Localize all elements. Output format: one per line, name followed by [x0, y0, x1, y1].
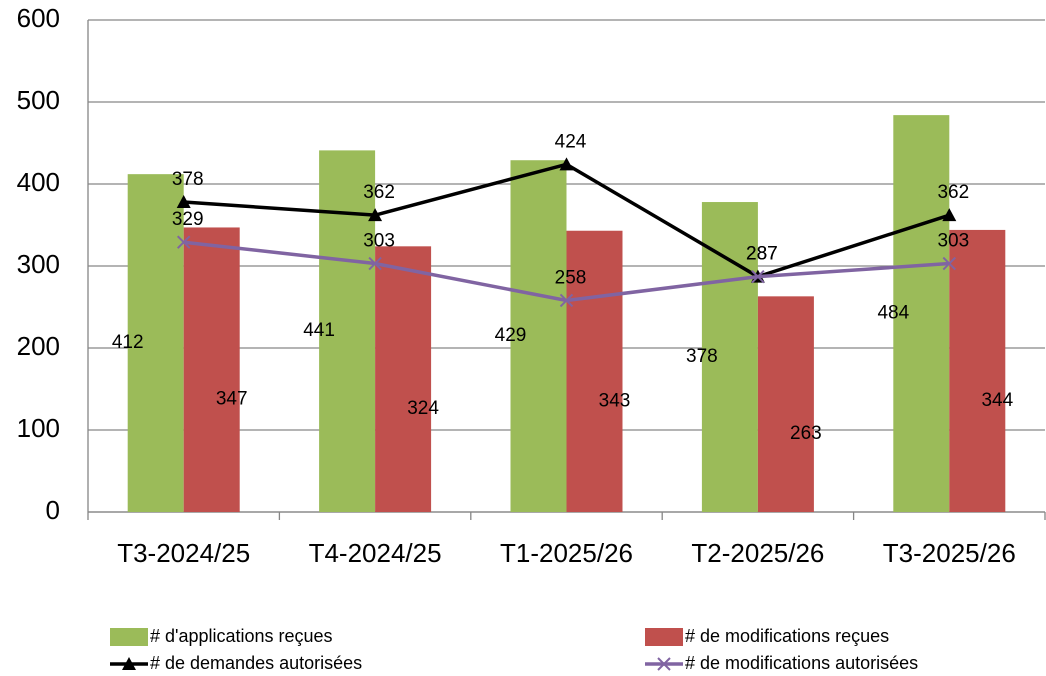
y-tick-label: 400 — [17, 167, 60, 197]
data-label: 263 — [790, 423, 822, 444]
data-label: 344 — [981, 390, 1013, 411]
legend-label: # de modifications reçues — [685, 626, 889, 646]
legend-swatch — [110, 628, 148, 646]
x-tick-label: T1-2025/26 — [500, 538, 633, 568]
data-label: 362 — [937, 182, 969, 203]
bar — [375, 246, 432, 512]
data-label: 429 — [495, 325, 527, 346]
y-tick-label: 200 — [17, 331, 60, 361]
data-label: 258 — [555, 267, 587, 288]
data-label: 441 — [303, 320, 335, 341]
data-label: 329 — [172, 209, 204, 230]
bar — [757, 296, 814, 512]
y-tick-label: 300 — [17, 249, 60, 279]
data-label: 362 — [363, 182, 395, 203]
data-label: 303 — [937, 231, 969, 252]
line-marker — [942, 256, 957, 271]
bar — [701, 202, 758, 513]
bar — [566, 230, 623, 513]
data-label: 343 — [599, 390, 631, 411]
y-tick-label: 500 — [17, 85, 60, 115]
data-label: 324 — [407, 398, 439, 419]
line-marker — [368, 256, 382, 271]
bar — [949, 229, 1006, 513]
line-marker — [559, 293, 574, 308]
line-marker — [368, 208, 383, 222]
x-tick-label: T3-2024/25 — [117, 538, 250, 568]
y-tick-label: 0 — [46, 495, 60, 525]
bar — [893, 115, 950, 513]
x-tick-label: T2-2025/26 — [691, 538, 824, 568]
legend-label: # de modifications autorisées — [685, 653, 918, 673]
legend-label: # d'applications reçues — [150, 626, 333, 646]
data-label: 484 — [877, 303, 909, 324]
data-label: 424 — [555, 131, 587, 152]
data-label: 378 — [172, 169, 204, 190]
line-marker — [942, 208, 957, 222]
data-label: 303 — [363, 231, 395, 252]
bar — [183, 227, 240, 512]
line-marker — [176, 195, 191, 209]
legend-marker — [122, 657, 136, 670]
data-label: 378 — [686, 346, 718, 367]
line-marker — [559, 157, 574, 171]
legend-swatch — [645, 628, 683, 646]
legend-label: # de demandes autorisées — [150, 653, 362, 673]
bar — [127, 174, 184, 512]
line-marker — [176, 235, 191, 249]
bar — [510, 160, 567, 512]
y-tick-label: 600 — [17, 3, 60, 33]
data-label: 287 — [746, 244, 778, 265]
legend-marker — [657, 657, 671, 671]
data-label: 287 — [746, 244, 778, 265]
x-tick-label: T4-2024/25 — [309, 538, 442, 568]
x-tick-label: T3-2025/26 — [883, 538, 1016, 568]
data-label: 347 — [216, 389, 248, 410]
data-label: 412 — [112, 332, 144, 353]
line-marker — [751, 269, 765, 284]
y-tick-label: 100 — [17, 413, 60, 443]
